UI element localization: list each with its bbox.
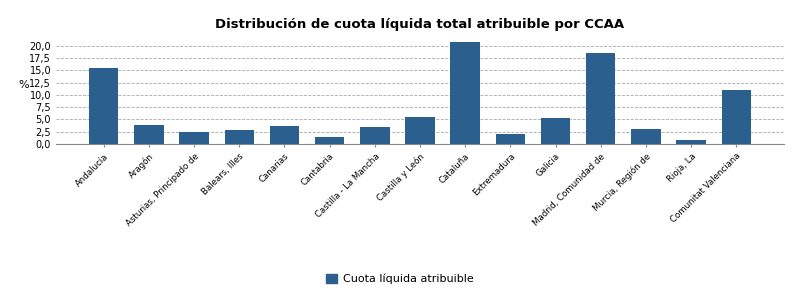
Bar — [586, 53, 615, 144]
Bar — [134, 125, 164, 144]
Bar — [225, 130, 254, 144]
Bar — [676, 140, 706, 144]
Bar — [315, 137, 344, 144]
Bar — [722, 89, 751, 144]
Bar — [406, 116, 434, 144]
Bar — [89, 68, 118, 144]
Title: Distribución de cuota líquida total atribuible por CCAA: Distribución de cuota líquida total atri… — [215, 18, 625, 31]
Bar — [631, 129, 661, 144]
Y-axis label: %: % — [18, 80, 29, 90]
Bar — [541, 118, 570, 144]
Bar — [496, 134, 525, 144]
Bar — [360, 127, 390, 144]
Bar — [179, 132, 209, 144]
Legend: Cuota líquida atribuible: Cuota líquida atribuible — [322, 269, 478, 288]
Bar — [270, 126, 299, 144]
Bar — [450, 42, 480, 144]
